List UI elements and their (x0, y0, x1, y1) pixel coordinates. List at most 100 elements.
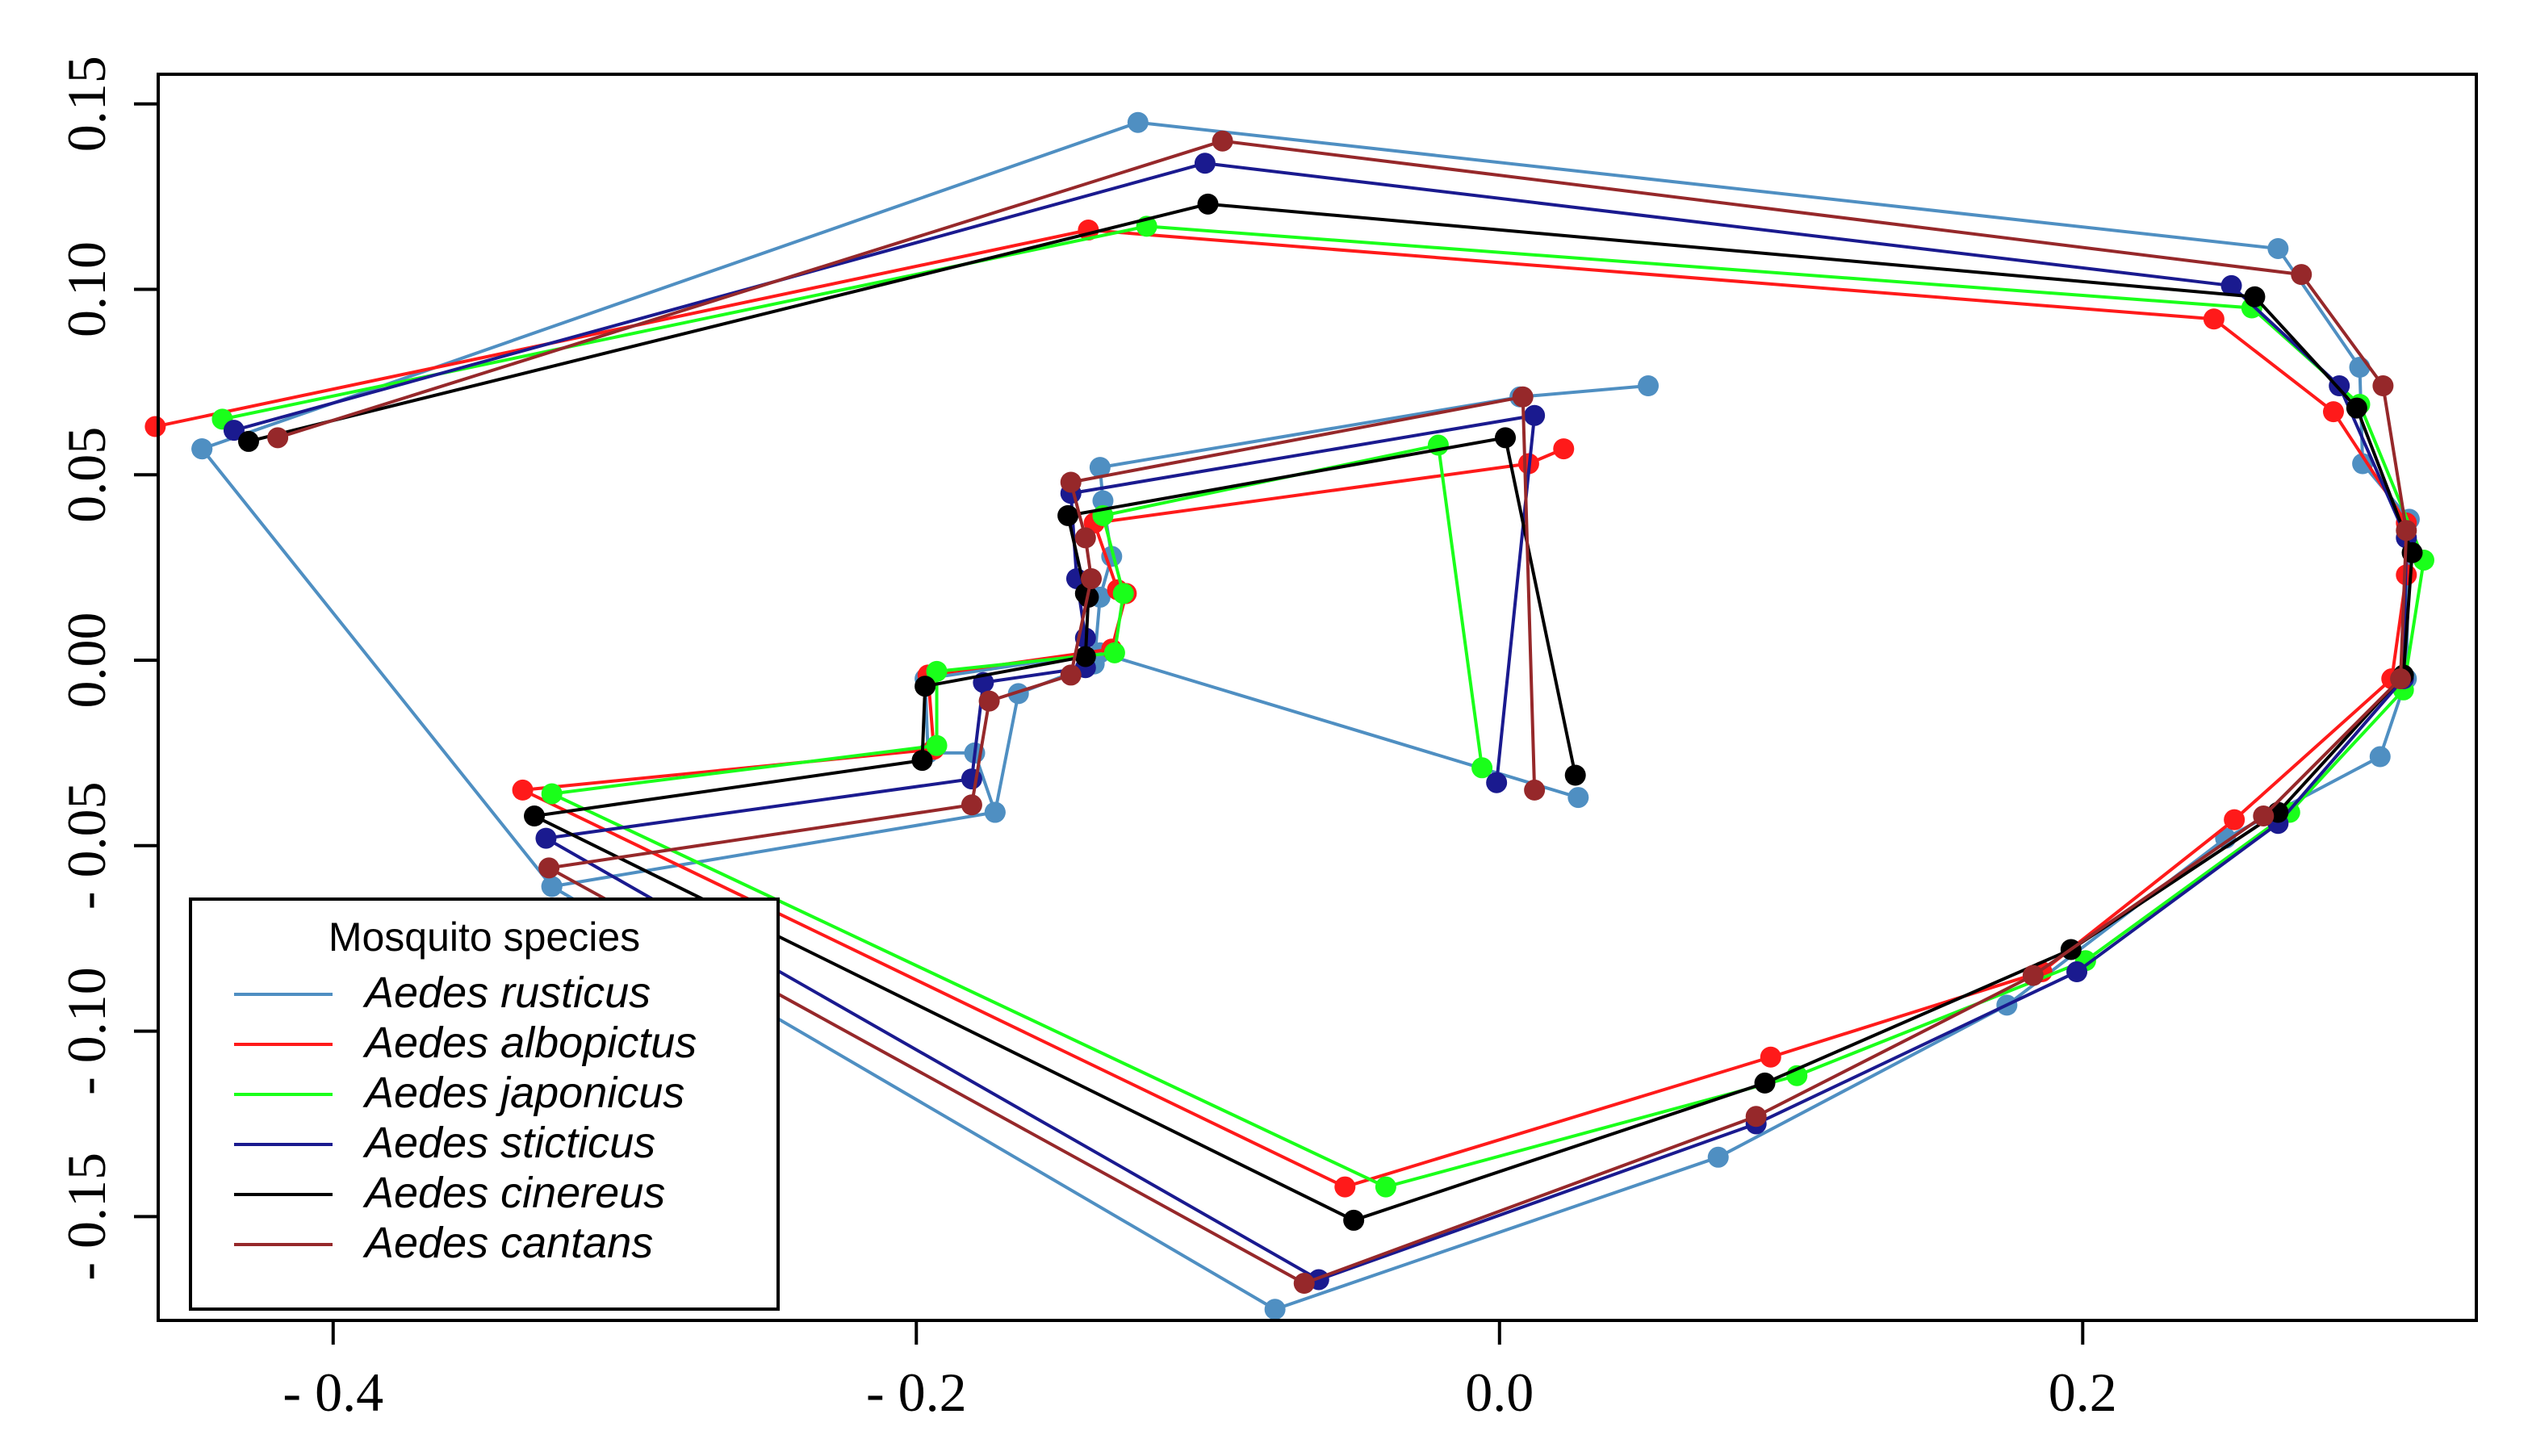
data-point (1564, 764, 1586, 786)
data-point (1524, 779, 1546, 801)
legend-title: Mosquito species (329, 914, 640, 960)
data-point (926, 660, 948, 682)
data-point (2369, 746, 2391, 768)
data-point (1060, 664, 1082, 686)
data-point (2346, 397, 2367, 419)
data-point (541, 876, 563, 897)
x-axis: - 0.4 - 0.2 0.0 0.2 (283, 1320, 2117, 1423)
data-point (961, 794, 982, 816)
y-tick-label: - 0.15 (56, 1153, 117, 1281)
data-point (1074, 527, 1096, 549)
plot-frame (157, 73, 2478, 1322)
data-point (1081, 567, 1103, 589)
data-point (1495, 427, 1517, 449)
x-tick-label: 0.2 (2049, 1362, 2117, 1423)
data-point (2322, 401, 2344, 423)
series-layer (144, 111, 2434, 1320)
data-point (1074, 646, 1096, 667)
y-tick-label: 0.15 (56, 56, 117, 152)
legend-label: Aedes cinereus (362, 1169, 665, 1217)
data-point (541, 783, 563, 805)
y-tick-label: - 0.05 (56, 781, 117, 910)
y-axis: 0.15 0.10 0.05 0.00 - 0.05 - 0.10 - 0.15 (56, 56, 158, 1281)
data-point (512, 779, 534, 801)
x-tick-label: 0.0 (1465, 1362, 1534, 1423)
data-point (1194, 153, 1216, 174)
data-point (267, 427, 289, 449)
series-aedes-cinereus (237, 193, 2423, 1231)
data-point (1754, 1072, 1776, 1094)
data-point (2396, 520, 2417, 542)
data-point (1471, 757, 1493, 779)
series-aedes-rusticus (191, 111, 2420, 1320)
y-tick-label: 0.05 (56, 427, 117, 523)
data-point (1089, 457, 1111, 479)
data-point (1212, 130, 1233, 152)
data-point (1638, 375, 1660, 396)
data-point (961, 768, 982, 790)
x-tick-label: - 0.2 (866, 1362, 967, 1423)
data-point (2066, 961, 2088, 983)
data-point (2390, 668, 2412, 690)
data-point (144, 416, 166, 437)
data-point (538, 857, 560, 879)
data-point (237, 430, 259, 452)
data-point (2253, 805, 2275, 827)
data-point (1486, 772, 1508, 793)
data-point (978, 690, 1000, 712)
data-point (1745, 1106, 1767, 1128)
data-point (1103, 642, 1125, 663)
x-tick-label: - 0.4 (283, 1362, 383, 1423)
data-point (2329, 375, 2350, 396)
legend-box (189, 897, 780, 1311)
series-aedes-cantans (267, 130, 2417, 1295)
data-point (1375, 1176, 1396, 1198)
data-point (2372, 375, 2394, 396)
data-point (223, 420, 245, 441)
legend-label: Aedes japonicus (362, 1069, 684, 1117)
data-point (984, 801, 1006, 823)
data-point (191, 438, 213, 460)
data-point (1112, 583, 1134, 605)
data-point (2022, 964, 2044, 986)
data-point (2352, 453, 2374, 475)
data-point (1512, 386, 1534, 408)
data-point (2291, 264, 2312, 286)
data-point (915, 676, 936, 697)
legend-label: Aedes sticticus (362, 1119, 655, 1167)
data-point (1343, 1209, 1365, 1231)
data-point (926, 734, 948, 756)
data-point (2244, 286, 2266, 308)
data-point (1707, 1146, 1729, 1168)
data-point (1293, 1273, 1315, 1295)
data-point (1057, 504, 1079, 526)
y-tick-label: 0.10 (56, 241, 117, 337)
data-point (1007, 683, 1029, 705)
y-tick-label: - 0.10 (56, 967, 117, 1095)
data-point (1760, 1046, 1781, 1068)
data-point (1553, 438, 1575, 460)
legend-label: Aedes cantans (362, 1219, 653, 1267)
data-point (1197, 193, 1219, 215)
data-point (1127, 111, 1149, 133)
data-point (524, 805, 546, 827)
data-point (911, 750, 933, 772)
y-tick-label: 0.00 (56, 613, 117, 709)
data-point (2203, 308, 2225, 330)
legend-label: Aedes rusticus (362, 969, 651, 1017)
data-point (535, 827, 557, 849)
data-point (1567, 787, 1589, 809)
data-point (1334, 1176, 1356, 1198)
data-point (2349, 357, 2371, 379)
data-point (1264, 1299, 1286, 1320)
data-point (2224, 809, 2245, 831)
data-point (2220, 274, 2242, 296)
legend-label: Aedes albopictus (362, 1019, 697, 1067)
data-point (1524, 404, 1546, 426)
data-point (1060, 471, 1082, 493)
data-point (1092, 490, 1114, 512)
data-point (2267, 237, 2289, 259)
